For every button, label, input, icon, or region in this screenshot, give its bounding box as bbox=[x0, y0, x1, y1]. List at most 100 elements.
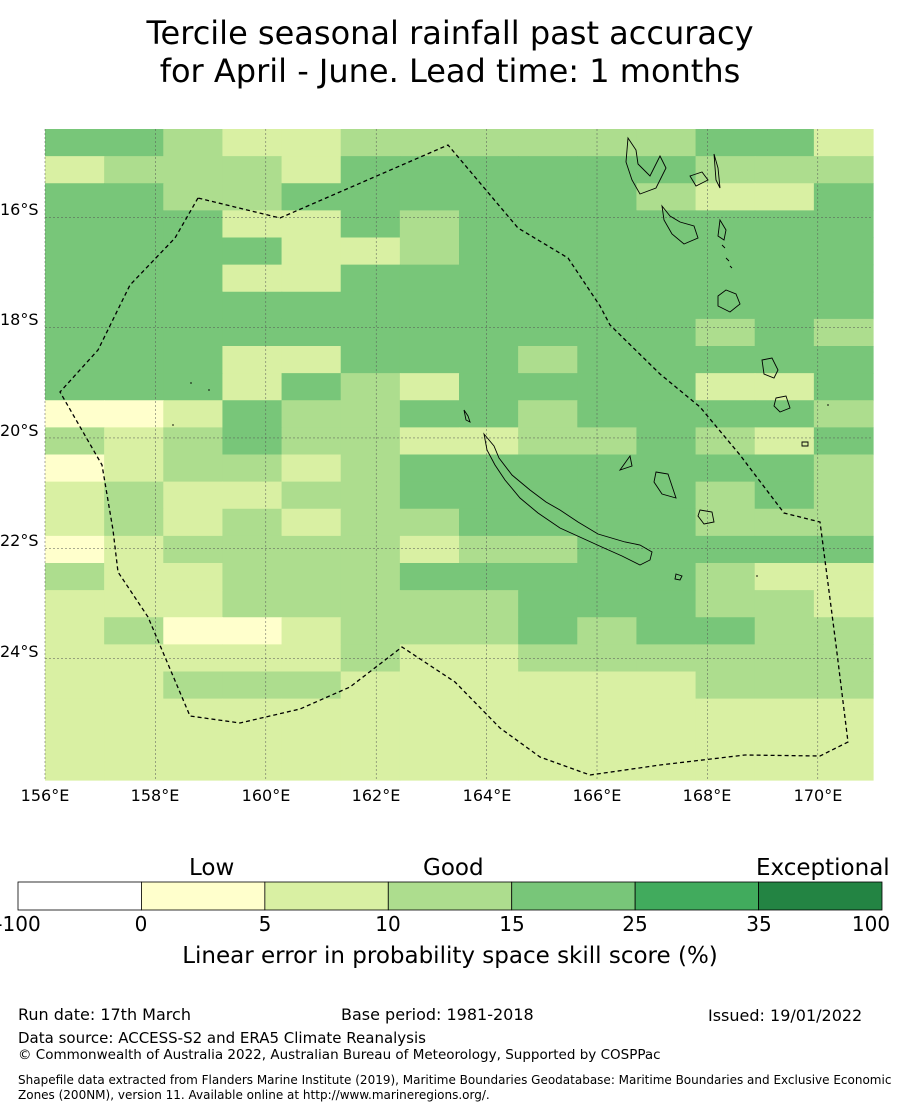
grid-cell bbox=[577, 237, 638, 266]
grid-cell bbox=[340, 535, 401, 564]
grid-cell bbox=[281, 617, 342, 645]
grid-cell bbox=[281, 129, 342, 157]
grid-cell bbox=[45, 563, 105, 591]
grid-cell bbox=[222, 617, 283, 645]
grid-cell bbox=[813, 373, 874, 401]
colorbar-axis-label: Linear error in probability space skill … bbox=[182, 943, 718, 969]
grid-cell bbox=[281, 454, 342, 483]
grid-cell bbox=[577, 427, 638, 456]
grid-cell bbox=[459, 454, 519, 483]
grid-cell bbox=[104, 291, 164, 320]
grid-cell bbox=[281, 318, 342, 347]
lat-label-16s: 16°S bbox=[0, 200, 39, 219]
colorbar-segment bbox=[634, 881, 759, 911]
grid-cell bbox=[695, 617, 756, 645]
grid-cell bbox=[399, 400, 460, 428]
grid-cell bbox=[281, 373, 342, 401]
grid-cell bbox=[163, 156, 224, 184]
grid-cell bbox=[695, 373, 756, 401]
grid-cell bbox=[754, 644, 815, 673]
grid-cell bbox=[340, 563, 401, 591]
colorbar-segment bbox=[264, 881, 389, 911]
grid-cell bbox=[104, 644, 164, 673]
grid-cell bbox=[163, 644, 224, 673]
grid-cell bbox=[459, 210, 519, 239]
grid-cell bbox=[813, 508, 874, 537]
grid-cell bbox=[636, 156, 697, 184]
grid-cell bbox=[45, 400, 105, 428]
grid-cell bbox=[340, 346, 401, 374]
grid-cell bbox=[577, 183, 638, 211]
grid-cell bbox=[399, 644, 460, 673]
grid-cell bbox=[45, 183, 105, 211]
grid-cell bbox=[399, 129, 460, 157]
grid-cell bbox=[104, 590, 164, 618]
grid-cell bbox=[45, 318, 105, 347]
grid-cell bbox=[399, 671, 460, 700]
grid-cell bbox=[754, 752, 815, 781]
lon-label-168e: 168°E bbox=[682, 786, 732, 805]
grid-cell bbox=[754, 725, 815, 754]
grid-cell bbox=[636, 725, 697, 754]
colorbar-segment bbox=[141, 881, 266, 911]
grid-cell bbox=[281, 210, 342, 239]
grid-cell bbox=[695, 264, 756, 293]
grid-cell bbox=[281, 400, 342, 428]
title-line-2: for April - June. Lead time: 1 months bbox=[159, 52, 741, 90]
grid-cell bbox=[813, 183, 874, 211]
grid-cell bbox=[340, 264, 401, 293]
grid-cell bbox=[577, 454, 638, 483]
grid-cell bbox=[518, 535, 578, 564]
grid-cell bbox=[45, 427, 105, 456]
grid-cell bbox=[577, 508, 638, 537]
data-source: Data source: ACCESS-S2 and ERA5 Climate … bbox=[18, 1029, 426, 1047]
grid-cell bbox=[636, 671, 697, 700]
grid-cell bbox=[163, 237, 224, 266]
lon-label-166e: 166°E bbox=[572, 786, 622, 805]
grid-cell bbox=[45, 454, 105, 483]
grid-cell bbox=[813, 129, 874, 157]
grid-cell bbox=[399, 183, 460, 211]
grid-cell bbox=[222, 698, 283, 727]
grid-cell bbox=[222, 183, 283, 211]
grid-cell bbox=[754, 129, 815, 157]
grid-cell bbox=[281, 508, 342, 537]
grid-cell bbox=[459, 373, 519, 401]
grid-cell bbox=[754, 563, 815, 591]
grid-cell bbox=[222, 535, 283, 564]
grid-cell bbox=[222, 237, 283, 266]
loyalty-islands bbox=[618, 454, 715, 581]
grid-cell bbox=[754, 291, 815, 320]
grid-cell bbox=[222, 318, 283, 347]
grid-cell bbox=[518, 590, 578, 618]
legend-category-low: Low bbox=[189, 855, 235, 881]
grid-cell bbox=[340, 373, 401, 401]
grid-cell bbox=[399, 210, 460, 239]
grid-cell bbox=[399, 156, 460, 184]
grid-cell bbox=[813, 671, 874, 700]
grid-cell bbox=[399, 427, 460, 456]
grid-cell bbox=[281, 427, 342, 456]
grid-cell bbox=[163, 590, 224, 618]
grid-cell bbox=[340, 698, 401, 727]
grid-cell bbox=[636, 264, 697, 293]
grid-cell bbox=[222, 346, 283, 374]
grid-cell bbox=[636, 535, 697, 564]
grid-cell bbox=[518, 400, 578, 428]
grid-cell bbox=[518, 671, 578, 700]
grid-cell bbox=[813, 752, 874, 781]
lat-label-20s: 20°S bbox=[0, 421, 39, 440]
grid-cell bbox=[813, 237, 874, 266]
grid-cell bbox=[636, 237, 697, 266]
grid-cell bbox=[45, 481, 105, 510]
grid-cell bbox=[45, 671, 105, 700]
grid-cell bbox=[813, 535, 874, 564]
colorbar-tick: 25 bbox=[622, 912, 648, 936]
grid-cell bbox=[754, 454, 815, 483]
issued-date: Issued: 19/01/2022 bbox=[708, 1006, 863, 1025]
grid-cell bbox=[459, 183, 519, 211]
grid-cell bbox=[163, 210, 224, 239]
grid-cell bbox=[518, 237, 578, 266]
grid-cell bbox=[45, 264, 105, 293]
grid-cell bbox=[636, 644, 697, 673]
